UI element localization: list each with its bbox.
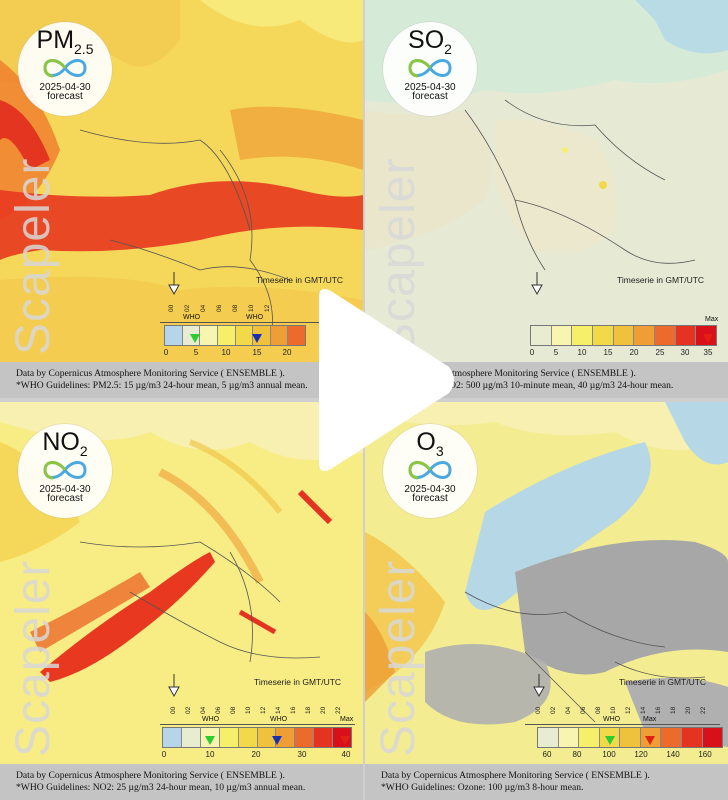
who-label: WHO <box>183 314 201 321</box>
color-scale <box>537 727 723 748</box>
pollutant-badge: SO2 2025-04-30 forecast <box>383 22 477 116</box>
time-marker-icon[interactable] <box>168 272 180 296</box>
timeline-axis <box>525 724 720 725</box>
panel-no2: Scapeler NO2 2025-04-30 forecast Timeser… <box>0 402 363 800</box>
who-label: WHO <box>202 716 220 723</box>
time-marker-icon[interactable] <box>531 272 543 296</box>
scapeler-watermark: Scapeler <box>7 559 60 757</box>
logo-infinity-icon <box>408 461 452 480</box>
max-label: Max <box>643 716 657 723</box>
max-label: Max <box>340 716 354 723</box>
pollutant-name: NO2 <box>42 428 88 459</box>
time-marker-icon[interactable] <box>533 674 545 698</box>
who-marker-green <box>605 736 615 745</box>
caption-source: Data by Copernicus Atmosphere Monitoring… <box>16 368 285 379</box>
timeline-axis <box>160 322 360 323</box>
pollutant-badge: NO2 2025-04-30 forecast <box>18 424 112 518</box>
caption-source: Data by Copernicus Atmosphere Monitoring… <box>367 368 636 379</box>
color-scale <box>162 727 352 748</box>
caption-who: *WHO Guidelines: Ozone: 100 µg/m3 8-hour… <box>381 782 584 793</box>
logo-infinity-icon <box>43 59 87 78</box>
timeserie-label: Timeserie in GMT/UTC <box>254 677 342 687</box>
forecast-date: 2025-04-30 <box>404 484 456 495</box>
forecast-label: forecast <box>412 493 448 504</box>
panel-so2: Scapeler SO2 2025-04-30 forecast Timeser… <box>365 0 728 398</box>
pollutant-name: SO2 <box>408 26 452 57</box>
pollutant-badge: O3 2025-04-30 forecast <box>383 424 477 518</box>
time-marker-icon[interactable] <box>168 674 180 698</box>
who-label: WHO <box>246 314 264 321</box>
timeline-axis <box>160 724 355 725</box>
color-scale <box>164 325 306 346</box>
scapeler-watermark: Scapeler <box>372 559 425 757</box>
timeserie-label: Timeserie in GMT/UTC <box>619 677 707 687</box>
forecast-date: 2025-04-30 <box>404 82 456 93</box>
panel-o3: Scapeler O3 2025-04-30 forecast Timeseri… <box>365 402 728 800</box>
who-marker-green <box>190 334 200 343</box>
who-marker-blue <box>272 736 282 745</box>
caption-who: *WHO Guidelines: SO2: 500 µg/m3 10-minut… <box>367 380 674 391</box>
caption-source: Data by Copernicus Atmosphere Monitoring… <box>16 770 285 781</box>
data-caption: Data by Copernicus Atmosphere Monitoring… <box>365 764 728 800</box>
timeserie-label: Timeserie in GMT/UTC <box>256 275 344 285</box>
forecast-date: 2025-04-30 <box>39 484 91 495</box>
who-marker-blue <box>252 334 262 343</box>
pollutant-name: O3 <box>416 428 444 459</box>
caption-who: *WHO Guidelines: NO2: 25 µg/m3 24-hour m… <box>16 782 306 793</box>
scapeler-watermark: Scapeler <box>7 157 60 355</box>
pollutant-badge: PM2.5 2025-04-30 forecast <box>18 22 112 116</box>
forecast-label: forecast <box>47 91 83 102</box>
who-label: WHO <box>603 716 621 723</box>
who-marker-green <box>205 736 215 745</box>
max-marker <box>340 736 350 745</box>
logo-infinity-icon <box>43 461 87 480</box>
forecast-label: forecast <box>47 493 83 504</box>
forecast-label: forecast <box>412 91 448 102</box>
timeserie-label: Timeserie in GMT/UTC <box>617 275 705 285</box>
caption-who: *WHO Guidelines: PM2.5: 15 µg/m3 24-hour… <box>16 380 308 391</box>
play-icon[interactable] <box>299 285 459 475</box>
data-caption: Data by Copernicus Atmosphere Monitoring… <box>0 764 363 800</box>
max-label: Max <box>705 316 719 323</box>
data-caption: Data by Copernicus Atmosphere Monitoring… <box>0 362 363 398</box>
logo-infinity-icon <box>408 59 452 78</box>
panel-pm25: Scapeler PM2.5 2025-04-30 forecast Times… <box>0 0 363 398</box>
max-marker <box>645 736 655 745</box>
max-marker <box>703 334 713 343</box>
caption-source: Data by Copernicus Atmosphere Monitoring… <box>381 770 650 781</box>
color-scale <box>530 325 717 346</box>
forecast-date: 2025-04-30 <box>39 82 91 93</box>
pollutant-name: PM2.5 <box>36 26 94 57</box>
who-label: WHO <box>270 716 288 723</box>
